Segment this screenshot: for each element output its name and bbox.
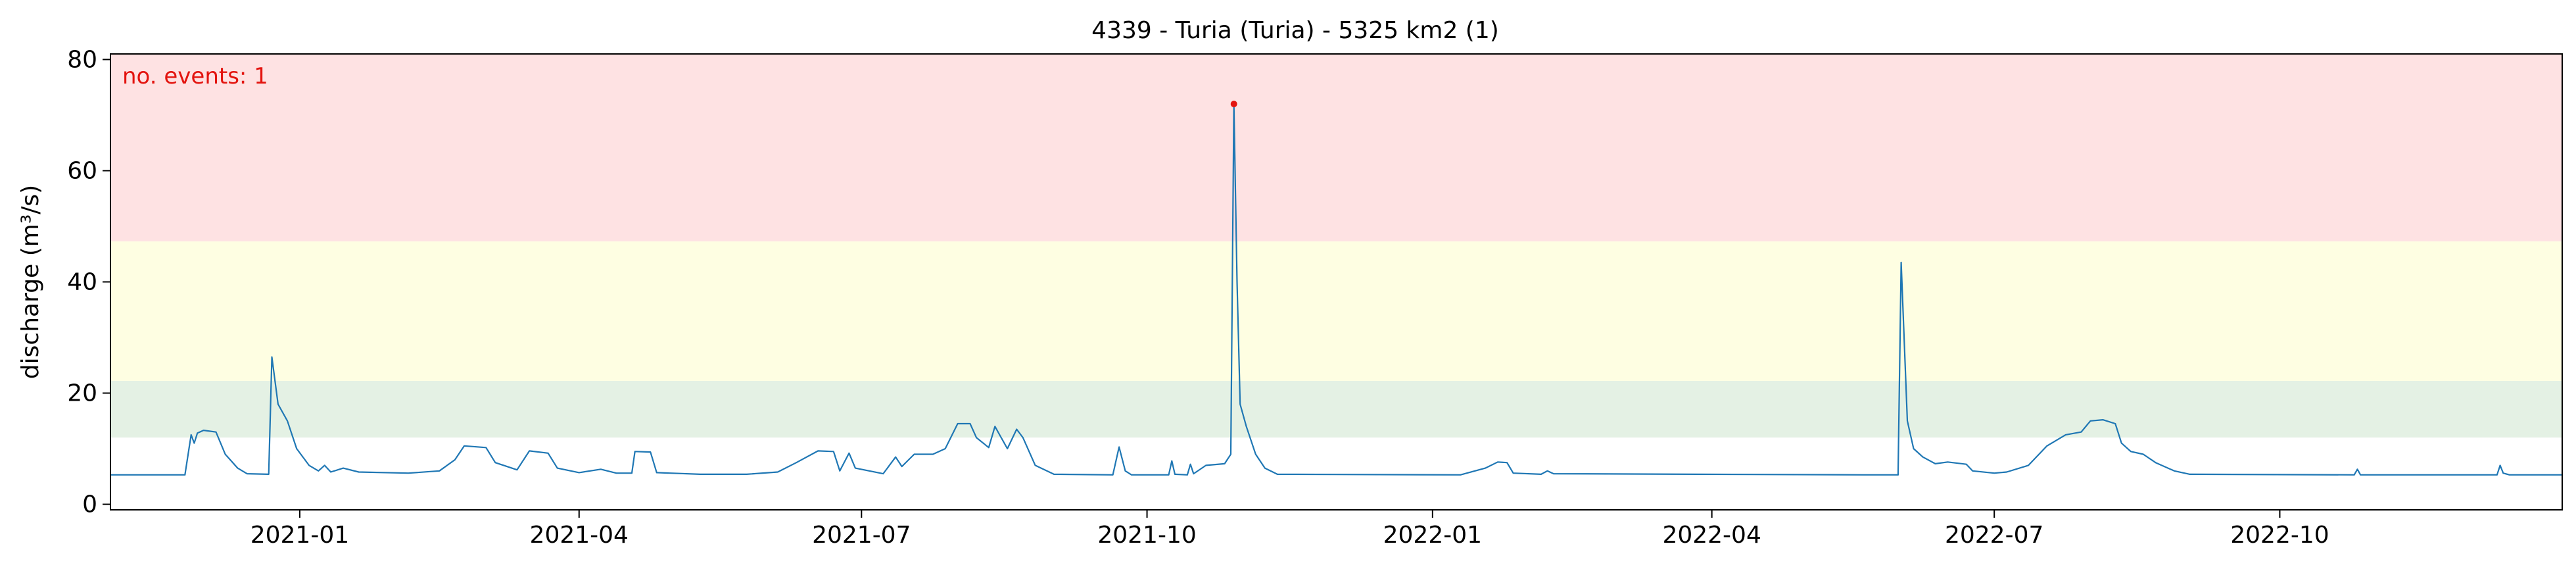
threshold-band-1 xyxy=(110,241,2562,381)
events-count-annotation: no. events: 1 xyxy=(122,63,268,89)
series-line-0 xyxy=(110,103,2562,476)
y-tick-label: 20 xyxy=(67,380,97,407)
x-tick-label: 2021-10 xyxy=(1097,522,1196,549)
x-tick-label: 2021-04 xyxy=(530,522,629,549)
y-tick-label: 0 xyxy=(82,491,97,518)
threshold-bands xyxy=(110,54,2562,438)
y-tick-label: 60 xyxy=(67,157,97,184)
x-tick-label: 2021-07 xyxy=(812,522,911,549)
series-layer xyxy=(110,103,2562,476)
y-axis: 0 20 40 60 80 xyxy=(67,46,110,518)
y-tick-label: 80 xyxy=(67,46,97,73)
x-tick-label: 2021-01 xyxy=(250,522,349,549)
y-axis-label: discharge (m³/s) xyxy=(17,185,44,379)
threshold-band-0 xyxy=(110,380,2562,438)
y-tick-label: 40 xyxy=(67,269,97,296)
events-layer xyxy=(1230,101,1237,108)
chart-title: 4339 - Turia (Turia) - 5325 km2 (1) xyxy=(1091,17,1499,44)
x-tick-label: 2022-07 xyxy=(1945,522,2043,549)
x-tick-label: 2022-10 xyxy=(2230,522,2329,549)
x-axis: 2021-01 2021-04 2021-07 2021-10 2022-01 2022-… xyxy=(250,510,2329,549)
event-marker-0 xyxy=(1230,101,1237,108)
x-tick-label: 2022-04 xyxy=(1662,522,1761,549)
x-tick-label: 2022-01 xyxy=(1383,522,1482,549)
threshold-band-2 xyxy=(110,54,2562,241)
